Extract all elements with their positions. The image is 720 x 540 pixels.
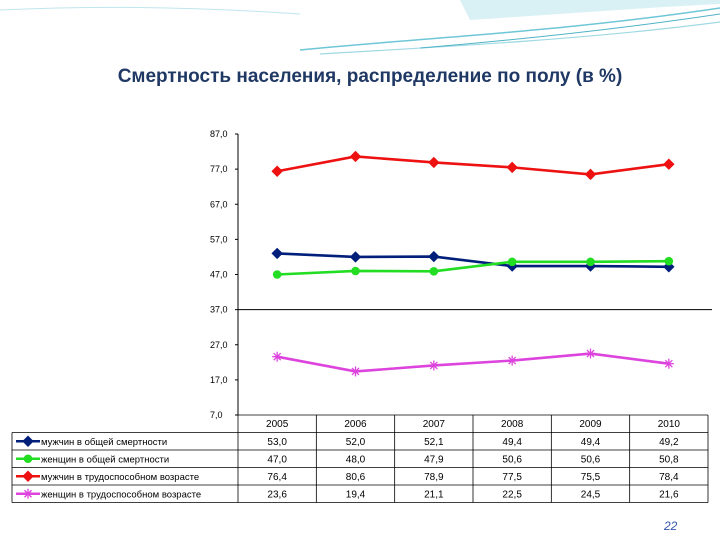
data-point <box>663 158 675 170</box>
data-label: 48,0 <box>346 454 366 465</box>
data-label: 23,6 <box>267 489 287 500</box>
data-point <box>428 156 440 169</box>
data-label: 75,5 <box>581 472 601 483</box>
y-tick-label: 67,0 <box>210 199 228 209</box>
data-point <box>663 261 675 273</box>
x-tick-label: 2007 <box>423 419 446 430</box>
series-line <box>276 352 670 373</box>
data-label: 52,0 <box>346 437 366 448</box>
y-tick-label: 57,0 <box>210 234 228 244</box>
y-tick-label: 87,0 <box>210 129 228 139</box>
legend-label: мужчин в трудоспособном возрасте <box>41 472 199 483</box>
y-tick-label: 47,0 <box>210 270 228 280</box>
decor-curve-1 <box>299 7 720 51</box>
series-line <box>276 155 670 176</box>
data-label: 77,5 <box>502 472 522 483</box>
legend-marker <box>23 454 33 464</box>
slide-title: Смертность населения, распределение по п… <box>117 66 623 87</box>
y-tick-label: 17,0 <box>210 375 228 385</box>
data-point <box>664 256 674 266</box>
data-point <box>584 168 597 181</box>
data-label: 47,0 <box>267 454 287 465</box>
decor-band <box>460 0 720 20</box>
x-tick-label: 2006 <box>344 419 367 430</box>
data-point <box>507 257 517 267</box>
data-label: 52,1 <box>424 437 444 448</box>
legend-marker <box>23 488 33 499</box>
page-number: 22 <box>664 519 678 533</box>
data-point <box>428 250 440 263</box>
data-point <box>351 266 360 276</box>
data-label: 21,1 <box>424 489 444 500</box>
data-label: 53,0 <box>267 437 287 448</box>
decor-curve-3 <box>419 13 720 49</box>
y-tick-label: 37,0 <box>210 305 228 315</box>
x-tick-label: 2009 <box>579 419 602 430</box>
data-label: 49,4 <box>581 437 601 448</box>
legend-marker <box>22 470 34 482</box>
data-point <box>507 355 518 366</box>
legend-label: женщин в общей смертности <box>41 454 169 465</box>
series-line <box>277 259 669 276</box>
data-label: 50,6 <box>502 454 522 465</box>
data-point <box>429 267 439 276</box>
decor-curve-4 <box>0 6 301 15</box>
data-point <box>272 270 282 279</box>
decor-curve-2 <box>319 21 720 55</box>
y-tick-label: 77,0 <box>210 164 228 174</box>
x-tick-label: 2010 <box>658 419 681 430</box>
data-point <box>663 358 674 369</box>
data-label: 49,2 <box>659 437 679 448</box>
data-point <box>271 247 283 260</box>
data-label: 76,4 <box>267 472 287 483</box>
data-label: 78,4 <box>659 472 679 483</box>
data-point <box>586 257 595 267</box>
data-label: 50,6 <box>581 454 601 465</box>
data-point <box>272 351 283 362</box>
data-point <box>350 366 361 377</box>
data-point <box>349 251 362 263</box>
data-point <box>506 161 518 174</box>
data-point <box>585 348 596 359</box>
data-point <box>428 360 439 371</box>
data-label: 24,5 <box>581 489 601 500</box>
data-label: 47,9 <box>424 454 444 465</box>
data-label: 80,6 <box>346 472 366 483</box>
data-label: 78,9 <box>424 472 444 483</box>
legend-label: женщин в трудоспособном возрасте <box>41 489 201 500</box>
series-line <box>277 252 669 269</box>
data-label: 19,4 <box>346 489 366 500</box>
data-point <box>271 165 283 177</box>
legend-marker <box>22 435 34 447</box>
data-point <box>349 150 362 163</box>
x-tick-label: 2005 <box>266 419 289 430</box>
data-label: 22,5 <box>502 489 522 500</box>
data-label: 49,4 <box>502 437 522 448</box>
x-tick-label: 2008 <box>501 419 524 430</box>
data-label: 21,6 <box>659 489 679 500</box>
data-label: 50,8 <box>659 454 679 465</box>
y-tick-label: 7,0 <box>210 410 223 420</box>
y-tick-label: 27,0 <box>210 340 228 350</box>
legend-label: мужчин в общей смертности <box>41 437 167 448</box>
